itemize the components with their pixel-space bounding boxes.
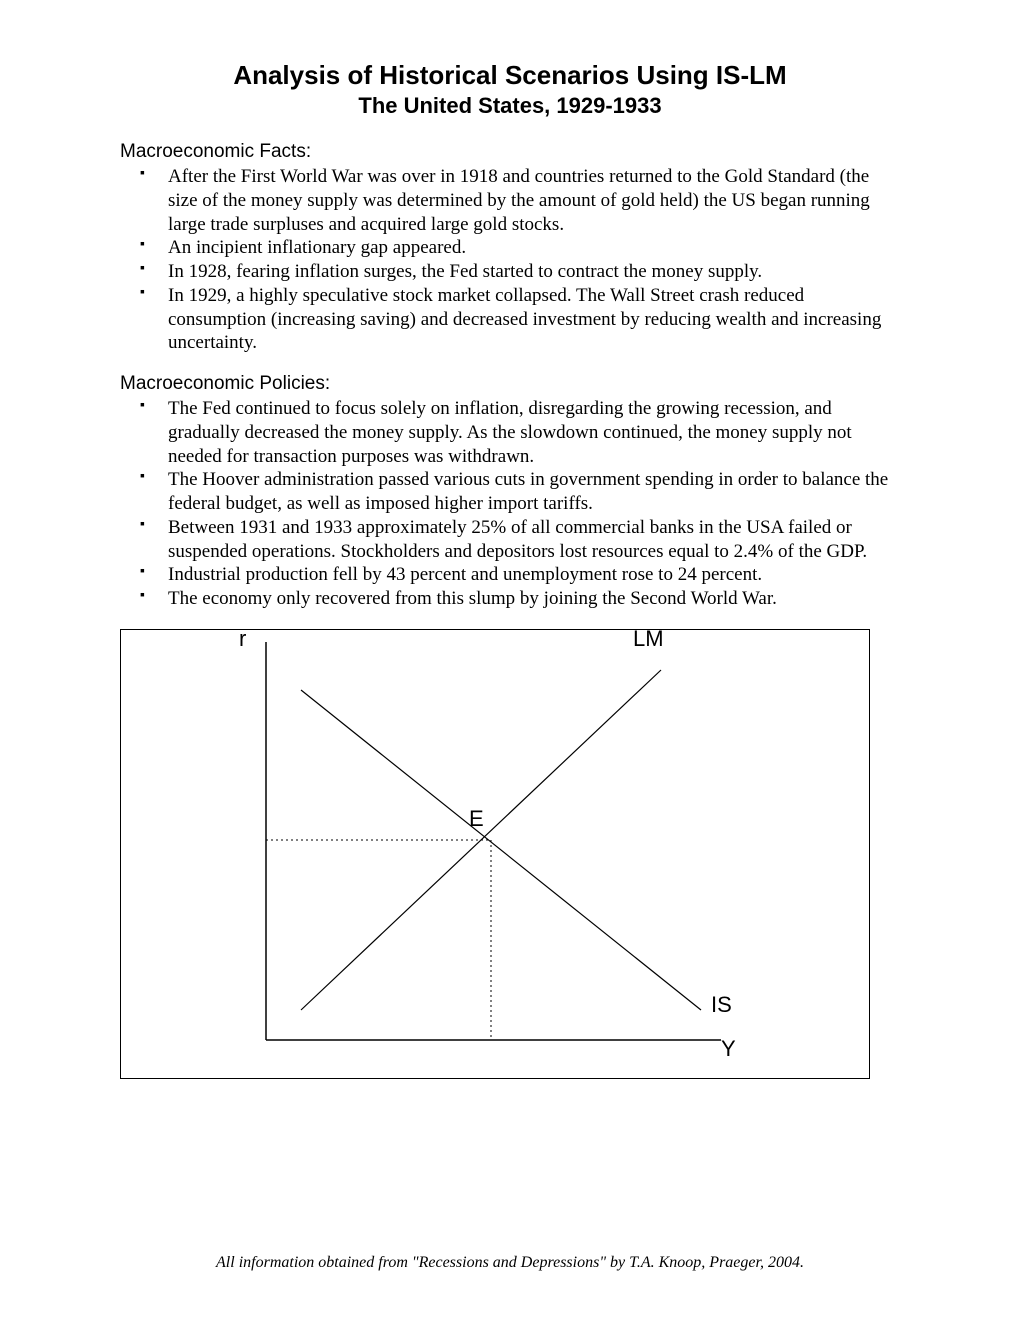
islm-chart: r LM E IS Y bbox=[120, 629, 870, 1079]
list-item: In 1929, a highly speculative stock mark… bbox=[140, 284, 900, 355]
page-title: Analysis of Historical Scenarios Using I… bbox=[120, 60, 900, 91]
islm-svg bbox=[121, 630, 871, 1080]
list-item: The economy only recovered from this slu… bbox=[140, 587, 900, 611]
section-heading-facts: Macroeconomic Facts: bbox=[120, 141, 900, 163]
curve-label-is: IS bbox=[711, 992, 732, 1018]
list-item: Between 1931 and 1933 approximately 25% … bbox=[140, 516, 900, 564]
facts-list: After the First World War was over in 19… bbox=[140, 165, 900, 355]
axis-label-y: Y bbox=[721, 1036, 736, 1062]
list-item: The Hoover administration passed various… bbox=[140, 468, 900, 516]
section-heading-policies: Macroeconomic Policies: bbox=[120, 373, 900, 395]
axis-label-r: r bbox=[239, 626, 246, 652]
point-label-e: E bbox=[469, 806, 484, 832]
list-item: Industrial production fell by 43 percent… bbox=[140, 563, 900, 587]
list-item: In 1928, fearing inflation surges, the F… bbox=[140, 260, 900, 284]
policies-list: The Fed continued to focus solely on inf… bbox=[140, 397, 900, 611]
section-facts: Macroeconomic Facts: After the First Wor… bbox=[120, 141, 900, 355]
footer-citation: All information obtained from "Recession… bbox=[0, 1254, 1020, 1272]
list-item: After the First World War was over in 19… bbox=[140, 165, 900, 236]
list-item: An incipient inflationary gap appeared. bbox=[140, 236, 900, 260]
list-item: The Fed continued to focus solely on inf… bbox=[140, 397, 900, 468]
curve-label-lm: LM bbox=[633, 626, 664, 652]
page-subtitle: The United States, 1929-1933 bbox=[120, 93, 900, 119]
section-policies: Macroeconomic Policies: The Fed continue… bbox=[120, 373, 900, 611]
